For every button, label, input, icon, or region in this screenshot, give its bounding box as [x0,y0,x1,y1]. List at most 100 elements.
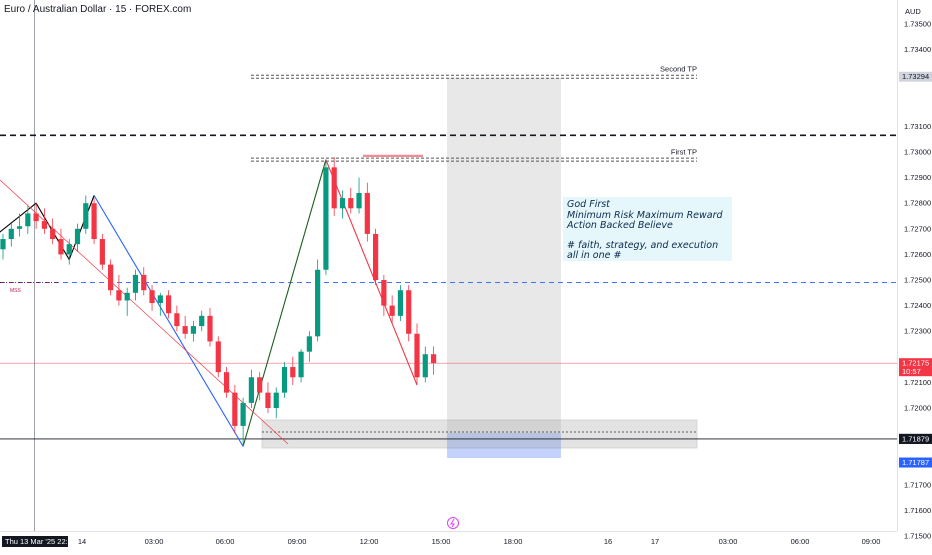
candle[interactable] [339,190,346,219]
price-tick: 1.72100 [904,378,931,387]
candle[interactable] [50,218,56,245]
price-tick: 1.72500 [904,276,931,285]
candle[interactable] [430,346,437,375]
candle[interactable] [116,274,122,306]
candle[interactable] [356,177,362,214]
candle[interactable] [290,356,296,385]
level-label: First TP [671,148,697,157]
candle[interactable] [41,208,47,234]
time-axis[interactable]: Thu 13 Mar '25 22:00 14 03:00 06:00 09:00 12:… [2,536,880,547]
chart-title: Euro / Australian Dollar · 15 · FOREX.co… [4,4,192,15]
time-tick: 16 [604,537,612,546]
price-badge[interactable]: 1.71879 [899,433,932,444]
candle[interactable] [331,157,337,216]
price-tick: 1.73500 [904,20,931,29]
price-tick: 1.72900 [904,173,931,182]
candle[interactable] [157,292,163,316]
candle[interactable] [25,205,31,234]
candle[interactable] [273,387,279,419]
order-block-zone[interactable] [261,419,698,449]
candle[interactable] [108,259,114,296]
candle[interactable] [414,323,420,385]
candle[interactable] [315,259,321,342]
time-tick: 09:00 [862,537,881,546]
zigzag-line[interactable] [93,195,244,447]
candle[interactable] [199,310,205,332]
candle[interactable] [83,195,89,234]
price-axis[interactable]: 1.73500 1.73400 1.73100 1.73000 1.72900 1.728… [899,20,932,541]
price-badge-text: 1.72175 [902,359,929,368]
candle[interactable] [215,336,221,378]
annotation-note[interactable]: God First Minimum Risk Maximum Reward Ac… [563,197,732,261]
price-tick: 1.72300 [904,327,931,336]
candle[interactable] [174,305,180,332]
candle[interactable] [124,287,130,316]
crosshair-time-badge: Thu 13 Mar '25 22:00 [2,536,76,547]
time-tick: 14 [78,537,86,546]
trade-stop-zone[interactable] [447,433,561,458]
zigzag-line[interactable] [0,195,95,261]
zigzag-line[interactable] [325,159,418,386]
candle[interactable] [149,285,155,311]
price-tick: 1.71700 [904,480,931,489]
price-tick: 1.71600 [904,506,931,515]
candle[interactable] [0,233,6,260]
candle[interactable] [373,228,379,286]
candle[interactable] [91,198,97,245]
time-tick: 12:00 [360,537,379,546]
note-line-3: Action Backed Believe [567,220,673,231]
time-tick: 09:00 [288,537,307,546]
candle[interactable] [298,349,304,383]
candle[interactable] [132,269,139,301]
candle[interactable] [16,213,23,237]
candle[interactable] [323,159,329,275]
trade-target-zone[interactable] [447,78,561,433]
candle[interactable] [306,331,312,362]
price-badge-text: 1.71879 [902,434,929,443]
candle[interactable] [240,397,246,447]
candle[interactable] [223,367,230,398]
price-tick: 1.72600 [904,250,931,259]
candle[interactable] [265,382,271,414]
candle[interactable] [397,285,404,321]
candles-layer [0,157,437,447]
candle[interactable] [248,369,254,408]
candle[interactable] [232,384,238,434]
currency-label: AUD [905,7,921,16]
candle[interactable] [166,290,172,319]
trend-line[interactable] [0,179,289,445]
candle[interactable] [381,274,387,316]
zigzag-line[interactable] [242,159,327,447]
mss-label: MSS [10,288,22,294]
candle[interactable] [33,203,39,229]
candle[interactable] [389,295,395,324]
time-tick: 15:00 [432,537,451,546]
candle[interactable] [66,239,72,265]
candle[interactable] [8,223,14,247]
price-badge[interactable]: 1.73294 [899,71,932,82]
candle[interactable] [257,372,263,401]
event-icon[interactable] [447,517,459,529]
candle[interactable] [348,187,354,214]
price-tick: 1.71500 [904,532,931,541]
price-tick: 1.72000 [904,404,931,413]
note-line-5: # faith, strategy, and execution all in … [567,239,719,261]
candle[interactable] [182,315,188,339]
candle[interactable] [141,267,147,296]
candle[interactable] [58,228,64,260]
candle[interactable] [99,233,105,270]
candle[interactable] [364,182,370,242]
time-tick: 06:00 [791,537,810,546]
price-badge[interactable]: 1.71787 [899,457,932,468]
candle[interactable] [422,346,428,383]
level-label: Second TP [660,65,697,74]
candle[interactable] [406,285,412,342]
time-tick: 03:00 [719,537,738,546]
candle[interactable] [74,223,81,252]
candle[interactable] [190,320,197,342]
candle[interactable] [207,308,213,347]
candle[interactable] [281,361,288,398]
